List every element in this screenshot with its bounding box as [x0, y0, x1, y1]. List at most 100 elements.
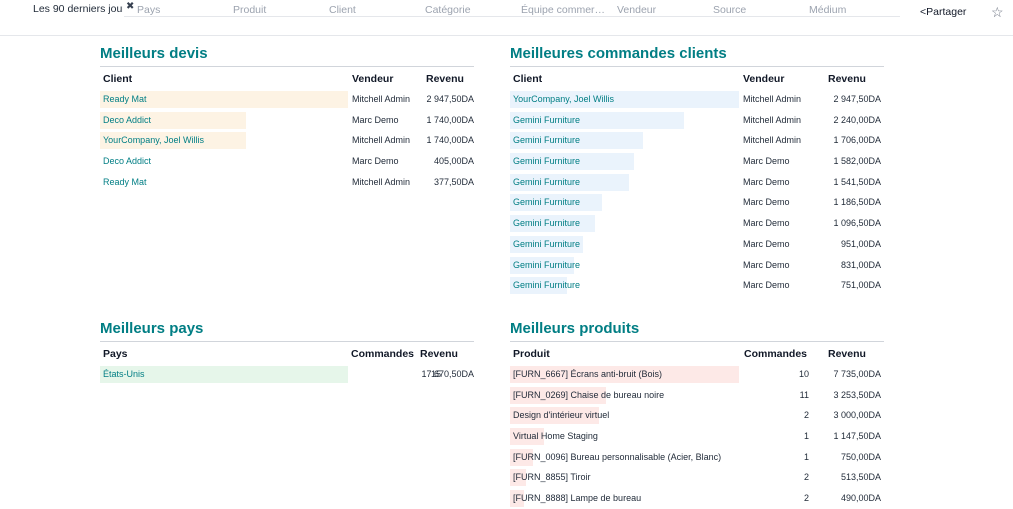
top-quotes-header: Client Vendeur Revenu	[100, 69, 474, 89]
revenue-share-bar	[510, 386, 606, 404]
table-row[interactable]: YourCompany, Joel Willis Mitchell Admin 2 …	[510, 89, 884, 110]
client-link[interactable]: Gemini Furniture	[513, 114, 581, 125]
groupby-col-country[interactable]: Pays	[137, 4, 161, 16]
client-link[interactable]: Gemini Furniture	[513, 238, 581, 249]
groupby-col-source[interactable]: Source	[713, 4, 747, 16]
top-products-header: Produit Commandes Revenu	[510, 344, 884, 364]
client-link[interactable]: Gemini Furniture	[513, 280, 581, 291]
table-row[interactable]: Gemini Furniture Mitchell Admin 1 706,00DA	[510, 130, 884, 151]
revenue-share-bar	[510, 173, 629, 191]
orders-cell: 2	[803, 410, 809, 421]
orders-cell: 1	[803, 431, 809, 442]
table-row[interactable]: Deco Addict Marc Demo 1 740,00DA	[100, 110, 474, 131]
top-countries-title: Meilleurs pays	[100, 319, 474, 342]
header-client: Client	[513, 73, 543, 85]
client-link[interactable]: YourCompany, Joel Willis	[513, 94, 615, 104]
top-orders-body: YourCompany, Joel Willis Mitchell Admin 2 …	[510, 89, 884, 296]
revenue-share-bar	[100, 366, 348, 383]
header-orders: Commandes	[351, 348, 415, 360]
table-row[interactable]: États-Unis 15 17 670,50DA	[100, 364, 474, 385]
salesperson-cell: Mitchell Admin	[352, 135, 411, 146]
table-row[interactable]: Gemini Furniture Marc Demo 831,00DA	[510, 255, 884, 276]
date-filter-facet[interactable]: Les 90 derniers jours	[33, 3, 123, 15]
groupby-col-medium[interactable]: Médium	[809, 4, 847, 16]
revenue-share-bar	[510, 235, 583, 253]
top-countries-section: Meilleurs pays Pays Commandes Revenu Éta…	[100, 319, 474, 385]
revenue-share-bar	[510, 469, 526, 487]
client-link[interactable]: Gemini Furniture	[513, 197, 581, 208]
revenue-cell: 2 947,50DA	[426, 94, 474, 104]
share-button[interactable]: <Partager	[920, 6, 966, 18]
table-row[interactable]: Ready Mat Mitchell Admin 2 947,50DA	[100, 89, 474, 110]
revenue-cell: 1 186,50DA	[833, 197, 881, 208]
remove-facet-icon[interactable]: ✖	[126, 1, 135, 12]
groupby-col-salesperson[interactable]: Vendeur	[617, 4, 657, 16]
salesperson-cell: Mitchell Admin	[352, 94, 411, 104]
table-row[interactable]: Gemini Furniture Marc Demo 951,00DA	[510, 234, 884, 255]
header-salesperson: Vendeur	[743, 73, 785, 85]
salesperson-cell: Marc Demo	[743, 259, 790, 270]
product-cell: Virtual Home Staging	[513, 431, 598, 442]
top-quotes-title: Meilleurs devis	[100, 44, 474, 67]
top-products-body: [FURN_6667] Écrans anti-bruit (Bois) 10 7 …	[510, 364, 884, 509]
table-row[interactable]: Gemini Furniture Marc Demo 1 186,50DA	[510, 192, 884, 213]
client-link[interactable]: Gemini Furniture	[513, 259, 581, 270]
salesperson-cell: Mitchell Admin	[743, 94, 802, 104]
table-row[interactable]: YourCompany, Joel Willis Mitchell Admin 1 …	[100, 130, 474, 151]
top-countries-header: Pays Commandes Revenu	[100, 344, 474, 364]
revenue-share-bar	[510, 194, 602, 212]
table-row[interactable]: Deco Addict Marc Demo 405,00DA	[100, 151, 474, 172]
client-link[interactable]: YourCompany, Joel Willis	[103, 135, 205, 146]
share-label: Partager	[926, 6, 967, 18]
groupby-col-client[interactable]: Client	[329, 4, 356, 16]
top-countries-body: États-Unis 15 17 670,50DA	[100, 364, 474, 385]
table-row[interactable]: Gemini Furniture Marc Demo 1 096,50DA	[510, 213, 884, 234]
table-row[interactable]: Virtual Home Staging 1 1 147,50DA	[510, 426, 884, 447]
top-quotes-section: Meilleurs devis Client Vendeur Revenu Re…	[100, 44, 474, 192]
client-link[interactable]: Ready Mat	[103, 94, 147, 104]
header-product: Produit	[513, 348, 550, 360]
revenue-share-bar	[510, 91, 739, 108]
revenue-share-bar	[510, 366, 739, 383]
client-link[interactable]: Ready Mat	[103, 176, 147, 187]
revenue-share-bar	[510, 428, 544, 446]
salesperson-cell: Marc Demo	[743, 218, 790, 229]
table-row[interactable]: [FURN_0269] Chaise de bureau noire 11 3 25…	[510, 385, 884, 406]
orders-cell: 10	[798, 369, 809, 379]
table-row[interactable]: [FURN_0096] Bureau personnalisable (Acie…	[510, 447, 884, 468]
groupby-col-product[interactable]: Produit	[233, 4, 267, 16]
groupby-col-category[interactable]: Catégorie	[425, 4, 471, 16]
salesperson-cell: Marc Demo	[743, 197, 790, 208]
table-row[interactable]: [FURN_6667] Écrans anti-bruit (Bois) 10 7 …	[510, 364, 884, 385]
client-link[interactable]: Gemini Furniture	[513, 176, 581, 187]
table-row[interactable]: Ready Mat Mitchell Admin 377,50DA	[100, 172, 474, 193]
revenue-cell: 490,00DA	[840, 493, 881, 504]
revenue-cell: 1 541,50DA	[833, 176, 881, 187]
table-row[interactable]: Gemini Furniture Marc Demo 1 582,00DA	[510, 151, 884, 172]
table-row[interactable]: [FURN_8888] Lampe de bureau 2 490,00DA	[510, 488, 884, 509]
client-link[interactable]: Gemini Furniture	[513, 218, 581, 229]
revenue-cell: 3 253,50DA	[833, 389, 881, 400]
orders-cell: 11	[799, 389, 809, 400]
revenue-share-bar	[510, 256, 574, 274]
table-row[interactable]: Gemini Furniture Mitchell Admin 2 240,00DA	[510, 110, 884, 131]
top-orders-header: Client Vendeur Revenu	[510, 69, 884, 89]
client-link[interactable]: Deco Addict	[103, 114, 152, 125]
header-revenue: Revenu	[828, 348, 866, 360]
table-row[interactable]: Design d'intérieur virtuel 2 3 000,00DA	[510, 405, 884, 426]
table-row[interactable]: [FURN_8855] Tiroir 2 513,50DA	[510, 467, 884, 488]
client-link[interactable]: Gemini Furniture	[513, 135, 581, 146]
groupby-col-sales-team[interactable]: Équipe commer…	[521, 4, 606, 16]
star-icon[interactable]: ☆	[991, 4, 1004, 20]
table-row[interactable]: Gemini Furniture Marc Demo 751,00DA	[510, 275, 884, 296]
top-products-title: Meilleurs produits	[510, 319, 884, 342]
client-link[interactable]: Deco Addict	[103, 156, 152, 167]
revenue-share-bar	[510, 132, 643, 150]
salesperson-cell: Mitchell Admin	[743, 135, 802, 146]
orders-cell: 2	[803, 472, 809, 483]
header-revenue: Revenu	[420, 348, 458, 360]
revenue-share-bar	[510, 215, 595, 233]
client-link[interactable]: Gemini Furniture	[513, 156, 581, 167]
country-link[interactable]: États-Unis	[103, 369, 145, 379]
table-row[interactable]: Gemini Furniture Marc Demo 1 541,50DA	[510, 172, 884, 193]
